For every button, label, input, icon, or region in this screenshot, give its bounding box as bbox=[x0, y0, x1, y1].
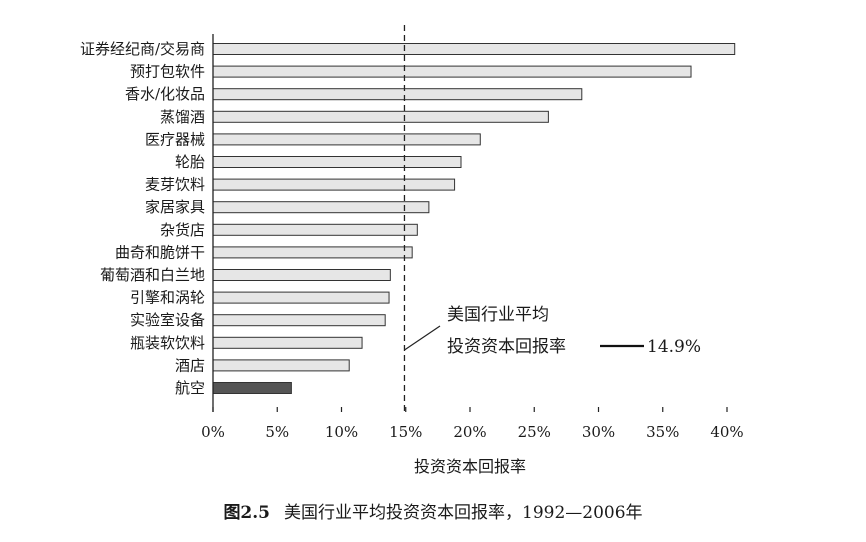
bar bbox=[212, 223, 418, 236]
category-label: 曲奇和脆饼干 bbox=[115, 243, 205, 261]
x-tick-label: 10% bbox=[325, 423, 358, 441]
category-label: 医疗器械 bbox=[145, 130, 205, 148]
x-axis-title: 投资资本回报率 bbox=[414, 457, 526, 476]
x-tick-label: 25% bbox=[518, 423, 551, 441]
category-label: 预打包软件 bbox=[130, 63, 205, 81]
x-tick-label: 35% bbox=[646, 423, 679, 441]
x-tick-label: 0% bbox=[201, 423, 225, 441]
x-tick-label: 30% bbox=[582, 423, 615, 441]
x-tick-label: 20% bbox=[453, 423, 486, 441]
reference-annotation-pointer bbox=[404, 325, 441, 351]
figure-caption: 图2.5 美国行业平均投资资本回报率，1992—2006年 bbox=[0, 498, 866, 523]
x-tick-label: 40% bbox=[710, 423, 743, 441]
category-label: 瓶装软饮料 bbox=[130, 334, 205, 352]
category-label: 实验室设备 bbox=[130, 311, 205, 329]
bar bbox=[212, 178, 456, 191]
bar bbox=[212, 246, 413, 259]
category-label: 麦芽饮料 bbox=[145, 176, 205, 194]
category-label: 酒店 bbox=[175, 356, 205, 374]
bar bbox=[212, 156, 462, 168]
reference-annotation-line2: 投资资本回报率 bbox=[447, 337, 566, 357]
bar bbox=[212, 291, 390, 304]
bar bbox=[212, 133, 481, 146]
reference-value-label: 14.9% bbox=[647, 337, 701, 357]
bar bbox=[212, 88, 583, 101]
bar bbox=[212, 201, 430, 214]
bars bbox=[212, 43, 736, 394]
bar bbox=[212, 65, 692, 78]
category-label: 引擎和涡轮 bbox=[130, 289, 205, 307]
bar bbox=[212, 110, 549, 123]
bar bbox=[212, 359, 350, 372]
bar bbox=[212, 314, 386, 327]
highlighted-bar bbox=[212, 382, 292, 394]
x-tick-label: 15% bbox=[389, 423, 422, 441]
category-label: 葡萄酒和白兰地 bbox=[100, 266, 205, 284]
category-label: 证券经纪商/交易商 bbox=[80, 40, 205, 58]
x-axis-ticks: 0% 5% 10% 15% 20% 25% 30% 35% 40% bbox=[201, 407, 744, 441]
category-label: 杂货店 bbox=[160, 221, 205, 239]
bar bbox=[212, 43, 736, 55]
figure-caption-text: 美国行业平均投资资本回报率，1992—2006年 bbox=[284, 503, 643, 523]
category-labels: 证券经纪商/交易商预打包软件香水/化妆品蒸馏酒医疗器械轮胎麦芽饮料家居家具杂货店… bbox=[80, 40, 205, 397]
category-label: 蒸馏酒 bbox=[160, 108, 205, 126]
category-label: 家居家具 bbox=[145, 198, 205, 216]
figure-number: 图2.5 bbox=[223, 503, 271, 523]
reference-annotation-line1: 美国行业平均 bbox=[447, 305, 549, 325]
category-label: 香水/化妆品 bbox=[125, 85, 205, 103]
bar bbox=[212, 269, 391, 281]
bar bbox=[212, 336, 363, 349]
x-tick-label: 5% bbox=[265, 423, 289, 441]
category-label: 航空 bbox=[175, 379, 205, 397]
category-label: 轮胎 bbox=[175, 153, 205, 171]
